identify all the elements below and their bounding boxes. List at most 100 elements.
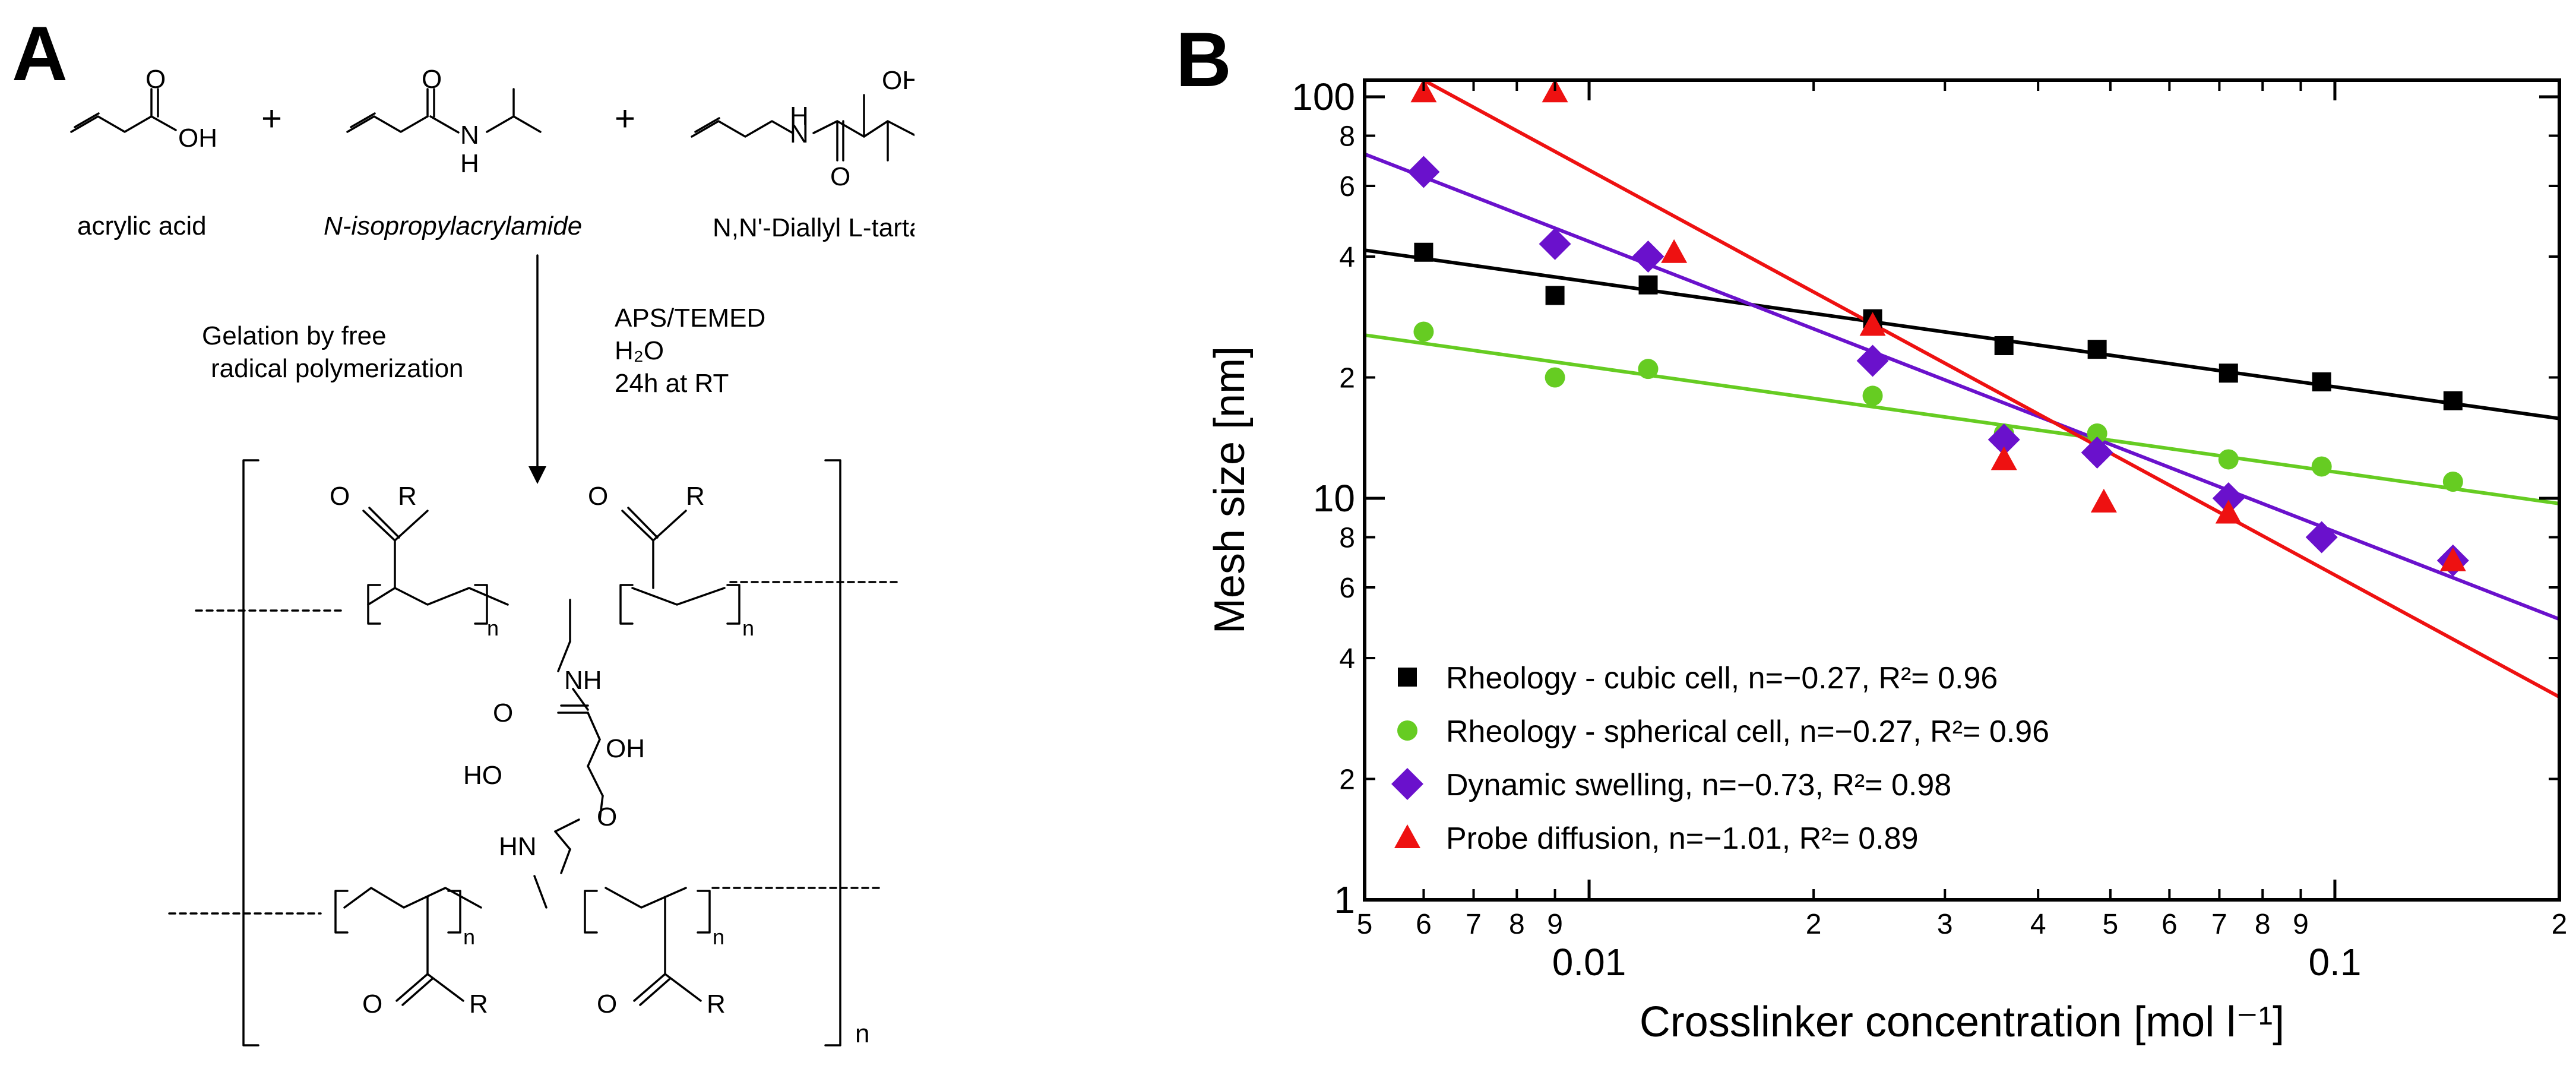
x-minor-tick-label: 3 <box>1937 909 1953 940</box>
atom-label: HN <box>499 832 537 861</box>
data-point-circle <box>1638 359 1659 380</box>
y-minor-tick-label: 4 <box>1339 643 1355 675</box>
data-point-circle <box>2311 456 2332 477</box>
data-point-square <box>2312 372 2331 391</box>
x-minor-tick-label: 9 <box>1547 909 1563 940</box>
legend-entry: Rheology - spherical cell, n=−0.27, R²= … <box>1446 714 2049 749</box>
data-point-diamond <box>1632 240 1664 273</box>
x-minor-tick-label: 4 <box>2030 909 2046 940</box>
repeat-unit-n: n <box>487 616 499 640</box>
x-minor-tick-label: 2 <box>1806 909 1822 940</box>
y-minor-tick-label: 8 <box>1339 523 1355 554</box>
x-minor-tick-label: 6 <box>2162 909 2178 940</box>
legend-entry: Rheology - cubic cell, n=−0.27, R²= 0.96 <box>1446 661 1998 695</box>
data-point-circle <box>2087 423 2107 444</box>
x-minor-tick-label: 7 <box>1466 909 1482 940</box>
x-minor-tick-label: 2 <box>2552 909 2568 940</box>
reaction-arrow-head <box>529 466 546 484</box>
data-point-square <box>2219 363 2238 383</box>
x-minor-tick-label: 9 <box>2293 909 2309 940</box>
legend-entry: Probe diffusion, n=−1.01, R²= 0.89 <box>1446 821 1919 856</box>
data-point-circle <box>2218 449 2239 470</box>
data-point-diamond <box>1988 423 2020 456</box>
x-minor-tick-label: 6 <box>1416 909 1432 940</box>
data-point-triangle <box>1661 239 1688 263</box>
legend-marker <box>1397 720 1417 741</box>
atom-label: OH <box>882 66 914 95</box>
plus-sign: + <box>615 99 635 138</box>
data-point-square <box>2443 391 2463 410</box>
atom-label: R <box>686 482 705 511</box>
atom-label: O <box>493 698 513 728</box>
x-minor-tick-label: 5 <box>1357 909 1373 940</box>
y-minor-tick-label: 6 <box>1339 573 1355 604</box>
reaction-scheme-figure: A O OH O N H H N OH O + + acrylic acid N… <box>12 10 1024 1048</box>
x-minor-tick-label: 8 <box>2255 909 2271 940</box>
atom-label: OH <box>606 734 645 763</box>
x-minor-tick-label: 7 <box>2211 909 2227 940</box>
atom-label: O <box>422 65 442 94</box>
mesh-size-chart: B Mesh size [nm] Crosslinker concentrati… <box>1176 16 2568 1046</box>
panel-b-chart: B Mesh size [nm] Crosslinker concentrati… <box>914 0 2576 1072</box>
x-minor-tick-label: 5 <box>2103 909 2119 940</box>
data-point-circle <box>2442 472 2463 492</box>
plus-sign: + <box>261 99 282 138</box>
reaction-condition-right: APS/TEMED <box>615 303 765 333</box>
data-point-triangle <box>2215 499 2242 524</box>
repeat-unit-n: n <box>713 925 724 949</box>
data-point-diamond <box>1539 227 1571 260</box>
legend-marker <box>1391 768 1423 800</box>
atom-label: OH <box>178 124 217 153</box>
panel-b-label: B <box>1176 16 1232 103</box>
atom-label: H <box>460 149 479 178</box>
data-point-diamond <box>2305 521 2338 554</box>
reaction-condition-left: radical polymerization <box>211 354 464 383</box>
x-major-tick-label: 0.1 <box>2308 941 2361 984</box>
legend-marker <box>1394 824 1420 848</box>
x-axis-label: Crosslinker concentration [mol l⁻¹] <box>1640 998 2284 1046</box>
reactant-name-nipam: N-isopropylacrylamide <box>324 211 582 241</box>
atom-label: N <box>790 119 809 148</box>
atom-label: N <box>460 121 479 150</box>
y-minor-tick-label: 2 <box>1339 362 1355 394</box>
y-minor-tick-label: 4 <box>1339 242 1355 273</box>
repeat-unit-n: n <box>463 925 475 949</box>
atom-label: O <box>597 989 617 1019</box>
atom-label: O <box>597 802 617 831</box>
fit-line <box>1364 248 2560 420</box>
data-point-square <box>1414 242 1433 262</box>
data-point-diamond <box>1407 156 1440 188</box>
y-major-tick-label: 100 <box>1292 75 1355 118</box>
atom-label: O <box>145 65 166 94</box>
atom-label: H <box>790 102 809 131</box>
data-point-diamond <box>2081 436 2113 469</box>
reactant-name-acrylic-acid: acrylic acid <box>77 211 207 241</box>
data-point-square <box>1994 336 2014 355</box>
panel-a-label: A <box>12 10 68 97</box>
atom-label: R <box>707 989 726 1019</box>
data-point-circle <box>1862 385 1883 406</box>
x-minor-tick-label: 8 <box>1509 909 1525 940</box>
atom-label: O <box>362 989 382 1019</box>
y-major-tick-label: 1 <box>1334 878 1355 921</box>
atom-label: O <box>588 482 608 511</box>
repeat-unit-n: n <box>855 1019 869 1048</box>
data-point-diamond <box>1856 344 1889 377</box>
data-point-triangle <box>2439 547 2466 571</box>
repeat-unit-n: n <box>742 616 754 640</box>
fit-line <box>1423 78 2561 699</box>
atom-label: NH <box>564 666 602 695</box>
plot-frame <box>1363 78 2561 902</box>
y-minor-tick-label: 8 <box>1339 121 1355 152</box>
data-point-circle <box>1545 367 1565 388</box>
fit-line <box>1364 333 2560 505</box>
data-point-square <box>1638 275 1658 295</box>
reaction-condition-right: H₂O <box>615 336 664 365</box>
data-point-circle <box>1413 321 1434 342</box>
legend-marker <box>1398 668 1417 687</box>
panel-a-reaction-scheme: A O OH O N H H N OH O + + acrylic acid N… <box>0 0 1024 1072</box>
data-point-square <box>1545 286 1565 305</box>
atom-label: O <box>330 482 350 511</box>
legend-entry: Dynamic swelling, n=−0.73, R²= 0.98 <box>1446 768 1951 802</box>
y-minor-tick-label: 6 <box>1339 171 1355 203</box>
